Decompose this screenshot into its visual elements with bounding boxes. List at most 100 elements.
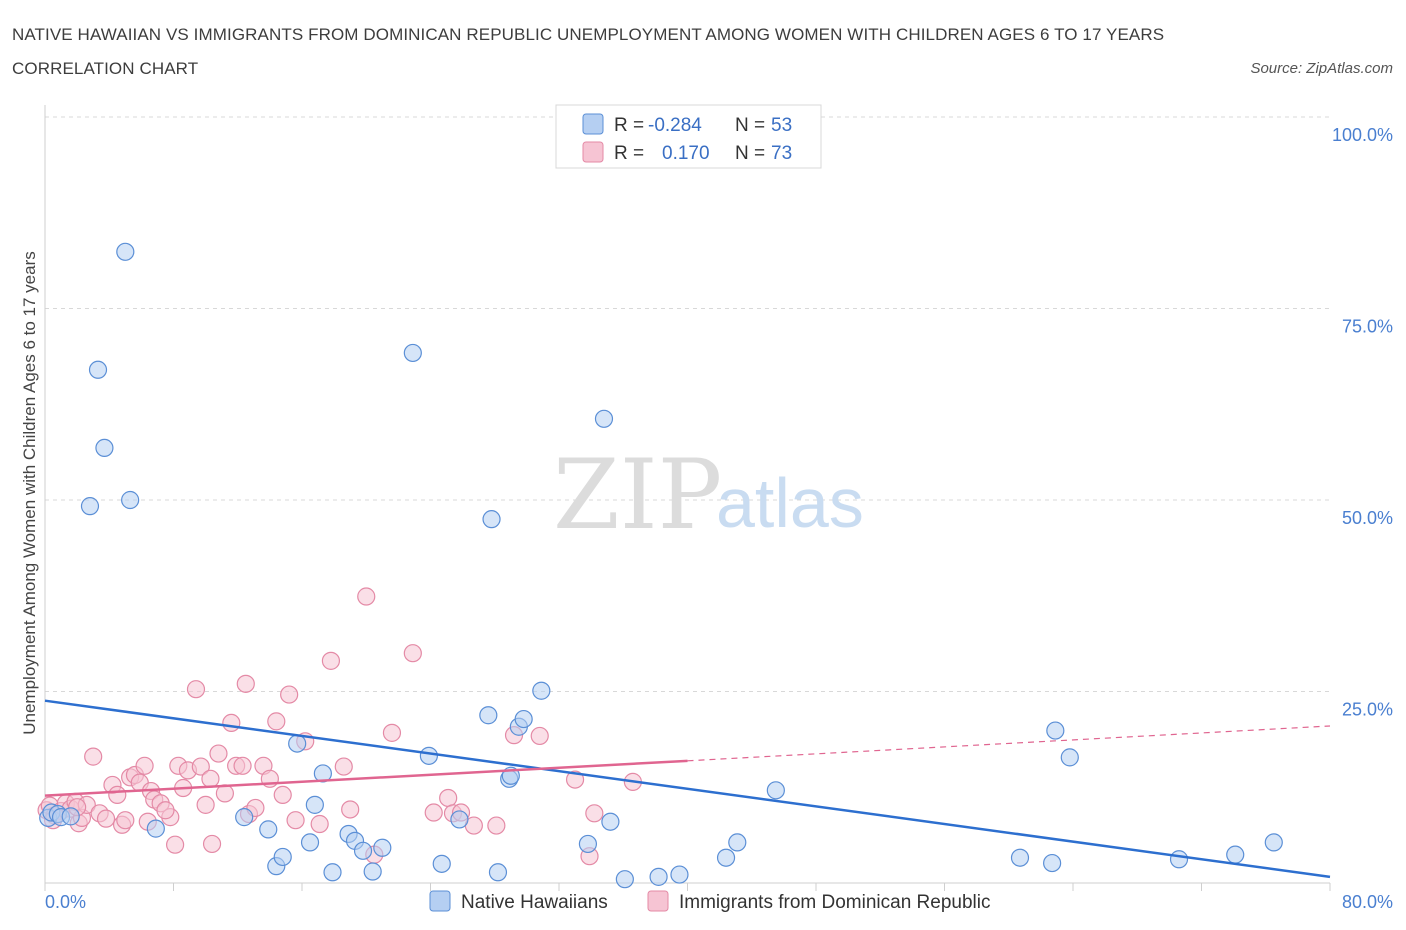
legend-r-value-pink: 0.170 [662, 143, 710, 164]
legend-n-value-pink: 73 [771, 143, 792, 164]
dominican-point [530, 726, 549, 746]
dominican-point [341, 800, 360, 819]
dominican-point [267, 712, 286, 731]
hawaiian-point [146, 819, 165, 838]
x-tick-label-max: 80.0% [1342, 892, 1393, 912]
legend-swatch-pink [582, 141, 604, 163]
dominican-point [357, 587, 376, 606]
hawaiian-point [288, 734, 307, 753]
hawaiian-point [1169, 850, 1189, 869]
hawaiian-point [578, 834, 598, 854]
dominican-point [196, 795, 215, 814]
y-tick-label: 100.0% [1332, 125, 1393, 145]
dominican-point [585, 804, 604, 823]
dominican-point [222, 713, 241, 733]
legend-r-label-blue: R = [614, 115, 644, 136]
dominican-point [236, 674, 255, 693]
hawaiian-point [80, 497, 100, 516]
y-tick-labels: 25.0% 50.0% 75.0% 100.0% [1332, 125, 1393, 720]
hawaiian-point [1043, 853, 1062, 873]
dominican-point [286, 811, 305, 830]
hawaiian-point [273, 847, 292, 867]
hawaiian-point [601, 812, 620, 831]
hawaiian-point [432, 854, 451, 873]
hawaiian-point [479, 706, 498, 725]
y-tick-label: 50.0% [1342, 508, 1393, 528]
legend-n-label-pink: N = [735, 143, 765, 164]
dominican-point [403, 644, 422, 663]
dominican-point [166, 835, 185, 854]
hawaiian-point [116, 242, 135, 261]
hawaiian-point [313, 764, 332, 783]
hawaiian-point [300, 833, 320, 852]
correlation-legend: R = -0.284 N = 53 R = 0.170 N = 73 [555, 104, 822, 169]
dominican-point [382, 723, 402, 742]
series-label-dominican: Immigrants from Dominican Republic [679, 892, 991, 913]
trend-lines [44, 699, 1331, 879]
y-tick-label: 75.0% [1342, 317, 1393, 337]
hawaiian-point [403, 343, 422, 363]
dominican-point [487, 816, 506, 835]
hawaiian-point [670, 865, 689, 884]
dominican-point [156, 801, 175, 820]
dominican-point [186, 680, 206, 699]
hawaiian-point [1046, 721, 1065, 740]
hawaiian-point [323, 863, 342, 882]
hawaiian-point [88, 360, 108, 379]
dominican-point [321, 651, 341, 670]
hawaiian-point [649, 867, 668, 886]
series-label-hawaiians: Native Hawaiians [461, 892, 608, 913]
hawaiian-point [716, 848, 736, 867]
hawaiian-point [594, 409, 614, 428]
hawaiian-point [373, 838, 392, 857]
x-tick-label-min: 0.0% [45, 892, 86, 912]
hawaiian-point [482, 510, 501, 529]
y-axis-title: Unemployment Among Women with Children A… [20, 251, 39, 735]
dominican-point [565, 770, 585, 789]
hawaiian-point [1010, 848, 1030, 867]
dominican-point [84, 747, 103, 766]
hawaiian-point [450, 810, 469, 829]
dominican-point [424, 803, 443, 822]
hawaiian-point [488, 863, 508, 882]
series-swatch-hawaiians [429, 890, 451, 912]
y-tick-label: 25.0% [1342, 700, 1393, 720]
series-legend: Native Hawaiians Immigrants from Dominic… [429, 890, 991, 913]
legend-r-label-pink: R = [614, 143, 644, 164]
x-tick-labels: 0.0% 80.0% [45, 892, 1393, 912]
dominican-points [37, 587, 642, 866]
dominican-point [108, 785, 127, 805]
legend-r-value-blue: -0.284 [648, 115, 702, 136]
dominican-point [96, 809, 116, 828]
legend-swatch-blue [582, 113, 604, 135]
dominican-point [209, 744, 228, 763]
axes [44, 105, 1331, 891]
dominican-point [116, 811, 135, 830]
watermark-atlas: atlas [716, 464, 864, 542]
watermark: ZIP atlas [553, 439, 864, 551]
hawaiian-points [39, 242, 1283, 889]
hawaiian-point [95, 438, 114, 458]
chart-title: NATIVE HAWAIIAN VS IMMIGRANTS FROM DOMIN… [12, 25, 1165, 78]
hawaiian-point [1060, 748, 1079, 767]
hawaiian-point [728, 833, 747, 852]
hawaiian-point [419, 746, 438, 765]
dominican-point [201, 769, 220, 788]
source-label: Source: ZipAtlas.com [1250, 60, 1393, 77]
dominican-point [310, 814, 329, 834]
dominican-trend-line [44, 759, 688, 797]
dominican-point [334, 757, 353, 776]
hawaiian-point [615, 870, 634, 889]
hawaiian-point [259, 820, 278, 839]
dominican-point [191, 757, 210, 776]
dominican-point [233, 756, 252, 775]
hawaiian-point [1226, 845, 1245, 864]
legend-n-label-blue: N = [735, 115, 765, 136]
hawaiian-point [305, 795, 324, 814]
hawaiian-point [514, 709, 533, 729]
watermark-zip: ZIP [553, 439, 722, 551]
dominican-point [280, 685, 299, 704]
hawaiian-point [1264, 833, 1283, 852]
legend-n-value-blue: 53 [771, 115, 792, 136]
